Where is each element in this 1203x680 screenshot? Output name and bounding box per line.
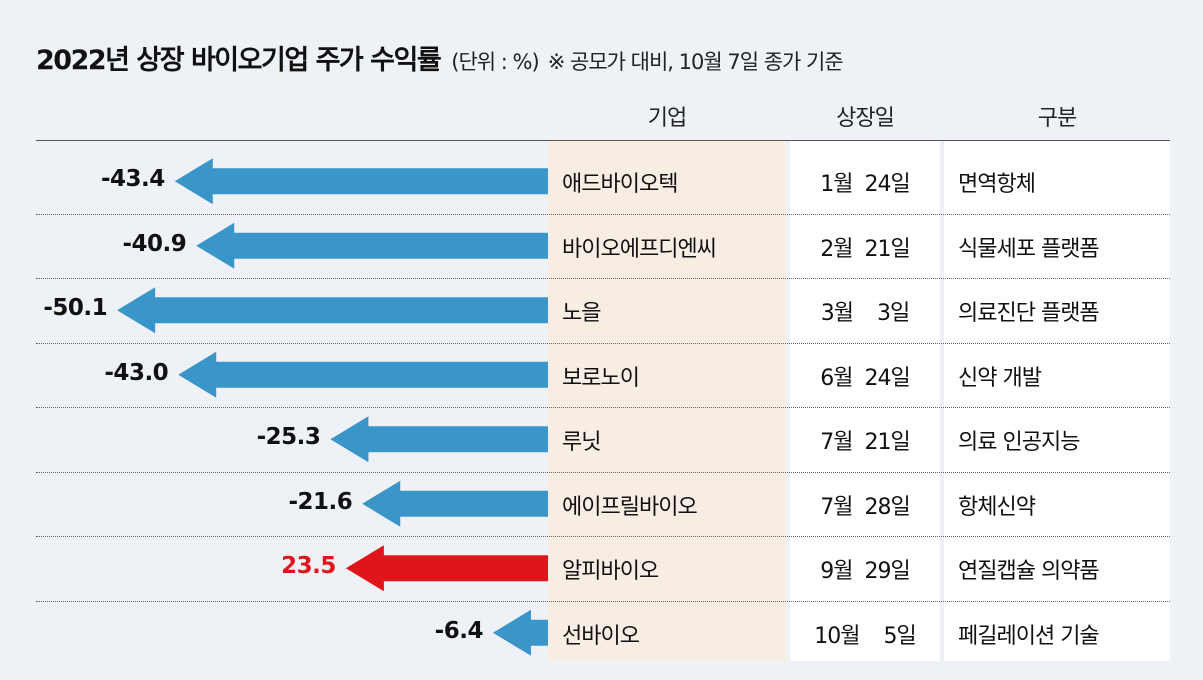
row-divider — [36, 407, 1170, 408]
value-label: 23.5 — [281, 553, 336, 580]
listing-date: 2월 21일 — [820, 236, 910, 262]
category-column-bg — [944, 141, 1170, 661]
header-company: 기업 — [647, 106, 687, 131]
company-column-bg — [548, 141, 786, 661]
row-divider — [36, 213, 1170, 215]
bar-arrow — [117, 287, 548, 334]
company-name: 알피바이오 — [562, 559, 659, 585]
header-listing-date: 상장일 — [836, 106, 895, 131]
value-label: -43.4 — [100, 166, 165, 193]
value-label: -40.9 — [122, 230, 187, 257]
header-category: 구분 — [1037, 106, 1077, 131]
bar-arrow — [345, 545, 548, 592]
company-name: 노을 — [562, 301, 601, 327]
bar-arrow — [196, 222, 548, 269]
bar-arrow — [174, 158, 548, 205]
basis-note: ※ 공모가 대비, 10월 7일 종가 기준 — [547, 50, 844, 74]
company-name: 에이프릴바이오 — [562, 494, 698, 520]
value-label: -6.4 — [434, 617, 484, 644]
chart-title: 2022년 상장 바이오기업 주가 수익률 — [36, 45, 442, 76]
listing-date: 7월 28일 — [820, 494, 910, 520]
company-name: 바이오에프디엔씨 — [562, 236, 717, 262]
category-label: 신약 개발 — [958, 365, 1042, 391]
bar-arrow — [362, 480, 548, 527]
row-divider — [36, 342, 1170, 344]
row-divider — [36, 536, 1170, 537]
company-name: 루닛 — [562, 430, 601, 456]
category-label: 항체신약 — [958, 494, 1036, 520]
value-label: -50.1 — [43, 295, 108, 322]
category-label: 면역항체 — [958, 172, 1036, 198]
chart-title-line: 2022년 상장 바이오기업 주가 수익률 (단위 : %) ※ 공모가 대비,… — [36, 38, 844, 77]
header-rule — [36, 140, 1170, 141]
listing-date: 6월 24일 — [820, 365, 910, 391]
company-name: 선바이오 — [562, 623, 640, 649]
listing-date: 7월 21일 — [820, 430, 910, 456]
row-divider — [36, 600, 1170, 602]
listing-date: 9월 29일 — [820, 559, 910, 585]
company-name: 애드바이오텍 — [562, 172, 678, 198]
category-label: 연질캡슐 의약품 — [958, 559, 1100, 585]
row-divider — [36, 471, 1170, 473]
value-label: -25.3 — [256, 424, 321, 451]
category-label: 식물세포 플랫폼 — [958, 236, 1100, 262]
company-name: 보로노이 — [562, 365, 640, 391]
bar-arrow — [492, 609, 548, 656]
unit-note: (단위 : %) — [451, 50, 539, 74]
value-label: -43.0 — [104, 359, 169, 386]
row-divider — [36, 278, 1170, 279]
category-label: 의료 인공지능 — [958, 430, 1080, 456]
value-label: -21.6 — [288, 488, 353, 515]
listing-date: 10월 5일 — [814, 623, 916, 649]
bar-arrow — [330, 416, 548, 463]
listing-date: 1월 24일 — [820, 172, 910, 198]
bar-arrow — [178, 351, 548, 398]
category-label: 페길레이션 기술 — [958, 623, 1100, 649]
listing-date: 3월 3일 — [820, 301, 910, 327]
category-label: 의료진단 플랫폼 — [958, 301, 1100, 327]
date-column-bg — [790, 141, 940, 661]
